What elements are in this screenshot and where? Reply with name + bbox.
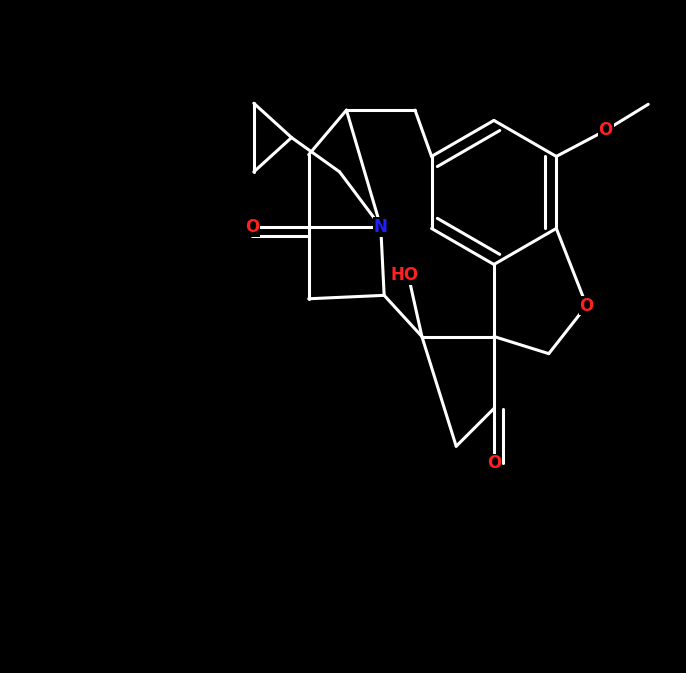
Text: O: O bbox=[599, 121, 613, 139]
Text: O: O bbox=[580, 297, 593, 315]
Text: O: O bbox=[246, 218, 259, 236]
Text: HO: HO bbox=[391, 266, 418, 284]
Text: N: N bbox=[374, 218, 388, 236]
Text: O: O bbox=[487, 454, 501, 472]
